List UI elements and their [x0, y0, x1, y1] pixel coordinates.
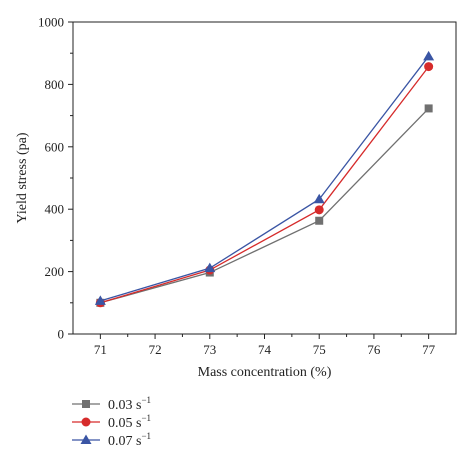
- series-line: [100, 55, 430, 302]
- legend-item: 0.07 s−1: [72, 431, 151, 449]
- data-point: [315, 216, 324, 225]
- legend-label: 0.05 s−1: [108, 413, 151, 431]
- data-point: [94, 295, 106, 305]
- x-tick-label: 73: [203, 342, 216, 357]
- series-line: [100, 107, 430, 304]
- x-tick-label: 72: [149, 342, 162, 357]
- legend-label: 0.07 s−1: [108, 431, 151, 449]
- legend-item: 0.03 s−1: [72, 395, 151, 413]
- series-2: [95, 62, 434, 308]
- y-tick-label: 600: [45, 139, 65, 154]
- y-tick-label: 800: [45, 77, 65, 92]
- y-axis: 0 200 400 600 800 1000: [38, 15, 73, 342]
- legend-label: 0.03 s−1: [108, 395, 151, 413]
- data-point: [424, 104, 433, 113]
- y-tick-label: 200: [45, 264, 65, 279]
- legend-item: 0.05 s−1: [72, 413, 151, 431]
- x-axis: 71 72 73 74 75 76 77: [94, 334, 436, 357]
- y-axis-title: Yield stress (pa): [15, 132, 30, 223]
- legend: 0.03 s−10.05 s−10.07 s−1: [72, 395, 151, 449]
- legend-marker: [81, 417, 91, 427]
- x-tick-label: 75: [313, 342, 326, 357]
- x-axis-title: Mass concentration (%): [198, 365, 332, 380]
- series-1: [96, 104, 433, 307]
- data-point: [314, 205, 324, 215]
- legend-marker: [80, 434, 92, 444]
- y-tick-label: 0: [58, 327, 65, 342]
- data-point: [423, 50, 435, 61]
- data-point: [424, 62, 434, 72]
- data-point: [204, 262, 216, 273]
- legend-marker: [82, 400, 90, 408]
- y-tick-label: 1000: [38, 15, 64, 30]
- legend-label-superscript: −1: [141, 431, 151, 441]
- legend-label-superscript: −1: [141, 413, 151, 423]
- y-tick-label: 400: [45, 202, 65, 217]
- series-3: [94, 50, 435, 305]
- plot-frame: [72, 21, 457, 335]
- series-layer: [94, 50, 435, 308]
- x-tick-label: 74: [258, 342, 272, 357]
- data-point: [313, 193, 325, 204]
- x-tick-label: 71: [94, 342, 107, 357]
- legend-label-superscript: −1: [141, 395, 151, 405]
- plot-border: [72, 21, 457, 335]
- x-tick-label: 76: [367, 342, 381, 357]
- series-line: [100, 66, 430, 304]
- x-tick-label: 77: [422, 342, 436, 357]
